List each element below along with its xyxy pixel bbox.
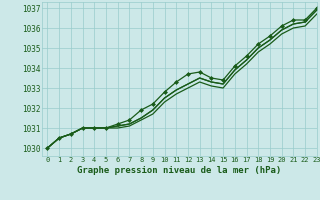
X-axis label: Graphe pression niveau de la mer (hPa): Graphe pression niveau de la mer (hPa) — [77, 166, 281, 175]
